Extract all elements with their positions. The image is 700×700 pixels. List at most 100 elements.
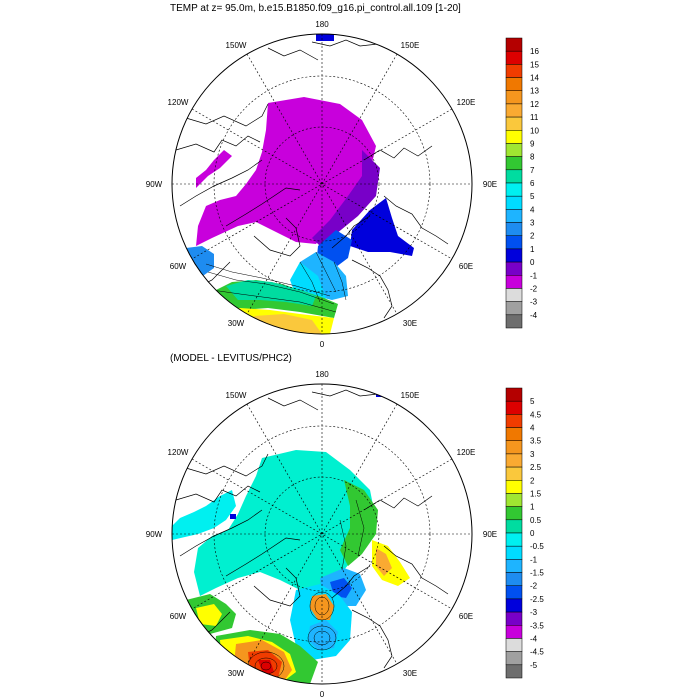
bottom-colorbar-label: -5 [530,661,538,670]
top-colorbar-label: 14 [530,74,539,83]
bottom-colorbar-label: -4 [530,634,538,643]
top-colorbar-label: 6 [530,179,535,188]
top-colorbar-swatch-3 [505,77,523,91]
bottom-lon-label-150w: 150W [226,391,247,400]
top-colorbar-swatch-13 [505,209,523,223]
top-colorbar-label: 15 [530,60,539,69]
bottom-colorbar-swatch-2 [505,414,523,428]
top-lon-label-120e: 120E [457,98,476,107]
bottom-colorbar-swatch-12 [505,545,523,560]
bottom-colorbar-label: -3.5 [530,621,544,630]
top-lon-label-60w: 60W [170,262,187,271]
top-colorbar-label: 16 [530,47,539,56]
bottom-lon-label-180: 180 [315,370,329,379]
bottom-colorbar-swatch-4 [505,440,523,455]
bottom-colorbar-label: 0 [530,529,535,538]
top-lon-label-150w: 150W [226,41,247,50]
bottom-colorbar-label: 4.5 [530,410,542,419]
top-colorbar-swatch-7 [505,130,523,144]
bottom-field-canada-cyan [172,490,236,540]
top-colorbar-label: -1 [530,271,538,280]
bottom-colorbar-label: 4 [530,424,535,433]
bottom-colorbar-swatch-9 [505,506,523,521]
bottom-colorbar-swatch-15 [505,585,523,600]
top-colorbar-swatch-15 [505,235,523,250]
bottom-lon-label-0: 0 [320,690,325,699]
bottom-colorbar-swatch-19 [505,638,523,652]
top-colorbar-swatch-4 [505,90,523,105]
top-field-canada-channel-magenta [196,150,232,188]
top-map-border [171,33,473,335]
bottom-coastlines [175,389,449,669]
top-colorbar-label: -3 [530,298,538,307]
bottom-map-title: (MODEL - LEVITUS/PHC2) [170,353,292,364]
bottom-colorbar-label: 1.5 [530,489,542,498]
bottom-lon-label-60w: 60W [170,612,187,621]
top-colorbar-swatch-21 [505,314,523,329]
bottom-colorbar-swatch-10 [505,519,523,534]
bottom-colorbar-swatch-3 [505,427,523,441]
top-colorbar-label: 11 [530,113,539,122]
bottom-colorbar-label: -0.5 [530,542,544,551]
top-colorbar-swatch-8 [505,143,523,157]
top-colorbar-swatch-20 [505,301,523,316]
bottom-lon-label-90e: 90E [483,530,497,539]
bottom-colorbar-swatch-21 [505,664,523,679]
bottom-colorbar-label: -1 [530,555,538,564]
bottom-map-border [171,383,473,685]
bottom-colorbar-swatch-5 [505,453,523,468]
bottom-field-speck-blue-2 [230,514,236,519]
top-lon-label-30w: 30W [228,319,245,328]
top-colorbar-swatch-2 [505,64,523,78]
top-colorbar-label: 2 [530,232,535,241]
top-lon-label-90e: 90E [483,180,497,189]
top-colorbar-label: -4 [530,311,538,320]
bottom-colorbar-swatch-18 [505,625,523,639]
top-colorbar-swatch-18 [505,275,523,289]
top-colorbar-swatch-0 [505,37,523,52]
bottom-colorbar-swatch-11 [505,532,523,547]
top-field-bering-blue [316,34,334,41]
bottom-colorbar-swatch-6 [505,466,523,481]
top-graticule [172,34,472,334]
top-colorbar-label: 13 [530,87,539,96]
bottom-field-nordic-orange [310,594,334,620]
bottom-lon-label-60e: 60E [459,612,473,621]
bottom-colorbar-swatch-17 [505,611,523,626]
top-lon-label-60e: 60E [459,262,473,271]
bottom-colorbar-swatch-20 [505,651,523,666]
bottom-colorbar-label: -2.5 [530,595,544,604]
bottom-field-atlantic-darkred [258,660,274,676]
top-colorbar-swatch-12 [505,195,523,210]
bottom-graticule [172,384,472,684]
top-colorbar-swatch-6 [505,116,523,131]
bottom-lon-label-150e: 150E [401,391,420,400]
bottom-colorbar-swatch-8 [505,493,523,507]
bottom-colorbar-label: 3 [530,450,535,459]
top-colorbar-label: 0 [530,258,535,267]
top-colorbar-swatch-19 [505,288,523,302]
bottom-colorbar-swatch-1 [505,400,523,415]
top-colorbar-swatch-14 [505,222,523,236]
bottom-colorbar-label: 5 [530,397,535,406]
top-colorbar-label: 1 [530,245,535,254]
bottom-colorbar: 5 4.5 4 3.5 3 2.5 2 1.5 1 0.5 0 -0.5 -1 -1.5 -2 -2.5 -3 -… [505,387,544,679]
top-colorbar-swatch-10 [505,169,523,184]
top-colorbar-label: 7 [530,166,535,175]
bottom-lon-label-30w: 30W [228,669,245,678]
bottom-colorbar-label: 1 [530,503,535,512]
top-lon-label-90w: 90W [146,180,163,189]
bottom-colorbar-label: -1.5 [530,569,544,578]
bottom-colorbar-label: 2 [530,476,535,485]
bottom-colorbar-swatch-14 [505,572,523,586]
top-colorbar-swatch-1 [505,50,523,65]
bottom-colorbar-label: 0.5 [530,516,542,525]
bottom-lon-label-90w: 90W [146,530,163,539]
top-colorbar-label: 5 [530,192,535,201]
bottom-colorbar-label: -3 [530,608,538,617]
top-colorbar-swatch-16 [505,248,523,263]
bottom-longitude-labels: 180 150E 120E 90E 60E 30E 0 30W 60W 90W 120W 150W [146,370,497,699]
top-coastlines [175,39,449,319]
